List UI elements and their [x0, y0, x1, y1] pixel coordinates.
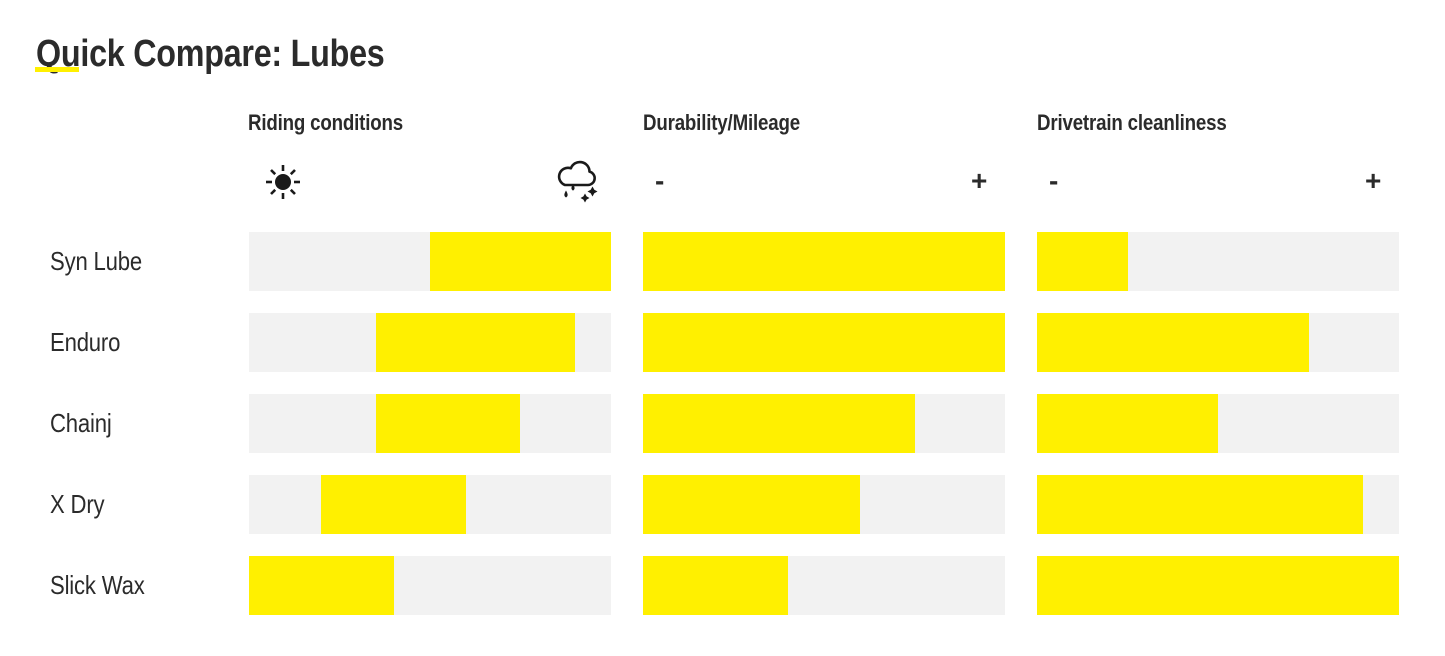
bar-fill-riding	[249, 556, 394, 615]
bar-fill-durability	[643, 313, 1005, 372]
row-label-text: X Dry	[50, 489, 105, 519]
bar-fill-durability	[643, 232, 1005, 291]
bar-track-durability	[643, 556, 1005, 615]
row-label-syn-lube: Syn Lube	[50, 232, 158, 291]
row-label-text: Chainj	[50, 408, 112, 438]
bar-fill-riding	[321, 475, 467, 534]
row-label-text: Slick Wax	[50, 570, 145, 600]
page-title-text: Quick Compare: Lubes	[36, 33, 385, 76]
chart-row-x-dry: X Dry	[0, 475, 1445, 534]
cleanliness-scale-minus: -	[1049, 165, 1059, 196]
sun-icon	[265, 164, 301, 205]
column-header-drivetrain-cleanliness: Drivetrain cleanliness	[1037, 110, 1227, 135]
bar-fill-cleanliness	[1037, 475, 1363, 534]
rain-snow-cloud-icon	[552, 159, 600, 208]
column-header-durability-mileage: Durability/Mileage	[643, 110, 800, 135]
bar-track-cleanliness	[1037, 232, 1399, 291]
row-label-slick-wax: Slick Wax	[50, 556, 161, 615]
bar-track-riding	[249, 475, 611, 534]
bar-track-durability	[643, 475, 1005, 534]
bar-track-riding	[249, 313, 611, 372]
row-label-enduro: Enduro	[50, 313, 133, 372]
bar-fill-riding	[430, 232, 611, 291]
durability-scale-plus: +	[971, 165, 988, 196]
chart-row-syn-lube: Syn Lube	[0, 232, 1445, 291]
chart-row-slick-wax: Slick Wax	[0, 556, 1445, 615]
bar-fill-cleanliness	[1037, 394, 1218, 453]
bar-track-cleanliness	[1037, 313, 1399, 372]
bar-track-riding	[249, 394, 611, 453]
column-header-riding-conditions: Riding conditions	[248, 110, 404, 135]
row-label-text: Syn Lube	[50, 246, 143, 276]
bar-fill-cleanliness	[1037, 556, 1399, 615]
bar-fill-riding	[375, 394, 521, 453]
bar-track-cleanliness	[1037, 475, 1399, 534]
bar-fill-cleanliness	[1037, 313, 1309, 372]
row-label-text: Enduro	[50, 327, 121, 357]
row-label-chainj: Chainj	[50, 394, 123, 453]
title-underline	[35, 67, 79, 72]
bar-fill-durability	[643, 475, 861, 534]
chart-row-enduro: Enduro	[0, 313, 1445, 372]
bar-fill-riding	[375, 313, 575, 372]
bar-track-cleanliness	[1037, 556, 1399, 615]
durability-scale-minus: -	[655, 165, 665, 196]
bar-track-cleanliness	[1037, 394, 1399, 453]
chart-row-chainj: Chainj	[0, 394, 1445, 453]
cleanliness-scale-plus: +	[1365, 165, 1382, 196]
bar-track-durability	[643, 394, 1005, 453]
bar-fill-durability	[643, 394, 915, 453]
bar-track-durability	[643, 313, 1005, 372]
page-title: Quick Compare: Lubes	[36, 33, 446, 76]
bar-track-durability	[643, 232, 1005, 291]
bar-fill-durability	[643, 556, 788, 615]
row-label-x-dry: X Dry	[50, 475, 114, 534]
bar-track-riding	[249, 556, 611, 615]
bar-fill-cleanliness	[1037, 232, 1128, 291]
bar-track-riding	[249, 232, 611, 291]
